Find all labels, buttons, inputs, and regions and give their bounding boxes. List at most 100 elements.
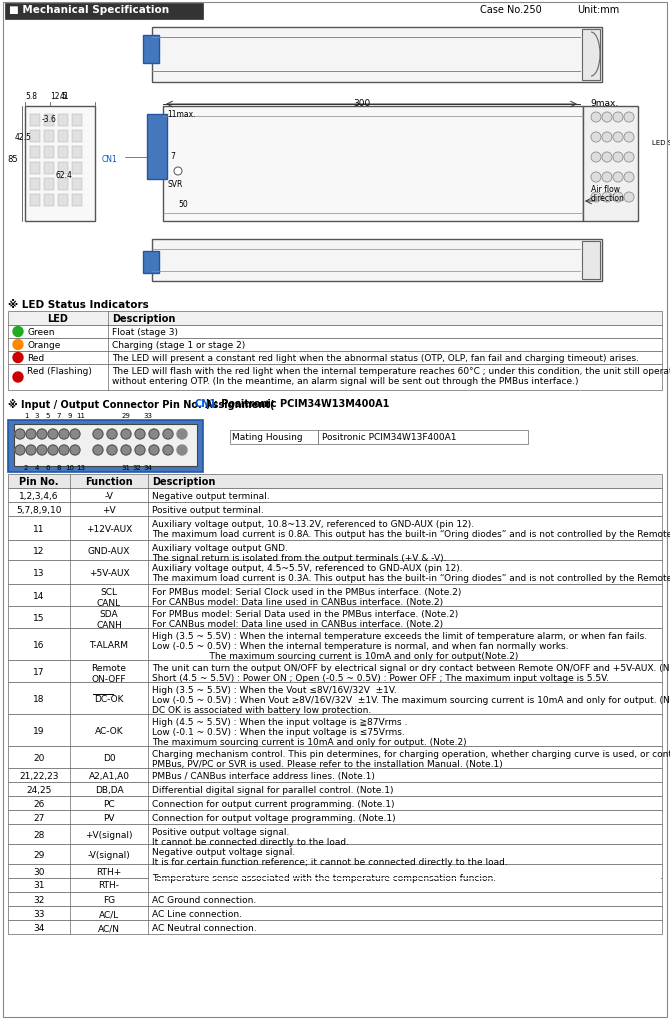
Text: For PMBus model: Serial Clock used in the PMBus interface. (Note.2): For PMBus model: Serial Clock used in th… <box>152 587 462 596</box>
Text: Orange: Orange <box>27 340 60 350</box>
Bar <box>583 107 638 222</box>
Circle shape <box>13 340 23 351</box>
Bar <box>152 28 602 83</box>
Text: LED: LED <box>48 314 68 324</box>
Circle shape <box>591 173 601 182</box>
Text: -V: -V <box>105 492 113 501</box>
Text: 3: 3 <box>35 413 40 419</box>
Text: 7: 7 <box>170 152 175 161</box>
Text: -3.6: -3.6 <box>42 115 57 124</box>
Text: 32: 32 <box>34 896 45 905</box>
Text: +12V-AUX: +12V-AUX <box>86 525 132 534</box>
Text: Pin No.: Pin No. <box>19 477 59 486</box>
Bar <box>8 768 662 783</box>
Text: CANL: CANL <box>97 598 121 607</box>
Text: 24,25: 24,25 <box>26 786 52 795</box>
Text: Low (-0.5 ~ 0.5V) : When the internal temperature is normal, and when fan normal: Low (-0.5 ~ 0.5V) : When the internal te… <box>152 641 569 650</box>
Text: Connection for output current programming. (Note.1): Connection for output current programmin… <box>152 799 395 808</box>
Bar <box>58 178 68 191</box>
Text: 26: 26 <box>34 800 45 809</box>
Text: 18: 18 <box>34 695 45 704</box>
Circle shape <box>602 173 612 182</box>
Circle shape <box>591 193 601 203</box>
Text: 1,2,3,4,6: 1,2,3,4,6 <box>19 492 59 501</box>
Text: The signal return is isolated from the output terminals (+V & -V).: The signal return is isolated from the o… <box>152 553 446 562</box>
Text: Green: Green <box>27 328 54 336</box>
Bar <box>8 660 662 683</box>
Text: 7: 7 <box>57 413 61 419</box>
Text: SCL: SCL <box>100 587 117 596</box>
Bar <box>72 195 82 207</box>
Bar <box>30 163 40 175</box>
Text: It is for certain function reference; it cannot be connected directly to the loa: It is for certain function reference; it… <box>152 857 508 866</box>
Text: The maximum sourcing current is 10mA and only for output. (Note.2): The maximum sourcing current is 10mA and… <box>152 738 466 746</box>
Text: 9: 9 <box>68 413 72 419</box>
Text: FG: FG <box>103 896 115 905</box>
Circle shape <box>624 173 634 182</box>
Text: 9max.: 9max. <box>590 99 618 108</box>
Text: 20: 20 <box>34 754 45 763</box>
Circle shape <box>177 445 187 455</box>
Text: The maximum sourcing current is 10mA and only for output(Note.2): The maximum sourcing current is 10mA and… <box>152 651 519 660</box>
Text: Short (4.5 ~ 5.5V) : Power ON ; Open (-0.5 ~ 0.5V) : Power OFF ; The maximum inp: Short (4.5 ~ 5.5V) : Power ON ; Open (-0… <box>152 674 609 683</box>
Circle shape <box>37 445 47 455</box>
Text: Low (-0.1 ~ 0.5V) : When the input voltage is ≤75Vrms.: Low (-0.1 ~ 0.5V) : When the input volta… <box>152 728 405 737</box>
Text: Connection for output voltage programming. (Note.1): Connection for output voltage programmin… <box>152 813 395 822</box>
Text: AC/L: AC/L <box>99 910 119 918</box>
Bar <box>230 431 318 444</box>
Bar <box>582 242 600 280</box>
Text: ※ LED Status Indicators: ※ LED Status Indicators <box>8 300 149 310</box>
Bar <box>30 130 40 143</box>
Text: 11: 11 <box>76 413 86 419</box>
Text: Low (-0.5 ~ 0.5V) : When Vout ≥8V/16V/32V  ±1V. The maximum sourcing current is : Low (-0.5 ~ 0.5V) : When Vout ≥8V/16V/32… <box>152 695 670 704</box>
Text: 42.5: 42.5 <box>15 133 32 143</box>
Text: 2: 2 <box>24 465 28 471</box>
Text: 50: 50 <box>178 200 188 209</box>
Bar <box>147 115 167 179</box>
Text: Positive output voltage signal.: Positive output voltage signal. <box>152 827 289 837</box>
Text: Auxiliary voltage output GND.: Auxiliary voltage output GND. <box>152 543 288 552</box>
Text: 10: 10 <box>66 465 74 471</box>
Text: It cannot be connected directly to the load.: It cannot be connected directly to the l… <box>152 838 349 846</box>
Text: Auxiliary voltage output, 10.8~13.2V, referenced to GND-AUX (pin 12).: Auxiliary voltage output, 10.8~13.2V, re… <box>152 520 474 529</box>
Bar <box>58 147 68 159</box>
Bar <box>8 714 662 746</box>
Text: 300: 300 <box>353 99 371 108</box>
Circle shape <box>93 430 103 439</box>
Text: Charging (stage 1 or stage 2): Charging (stage 1 or stage 2) <box>112 340 245 350</box>
Text: Description: Description <box>112 314 176 324</box>
Text: D0: D0 <box>103 754 115 763</box>
Text: For PMBus model: Serial Data used in the PMBus interface. (Note.2): For PMBus model: Serial Data used in the… <box>152 609 458 619</box>
Bar <box>8 517 662 540</box>
Text: 29: 29 <box>34 851 45 860</box>
Text: Remote: Remote <box>92 663 127 673</box>
Text: High (4.5 ~ 5.5V) : When the input voltage is ≧87Vrms .: High (4.5 ~ 5.5V) : When the input volta… <box>152 717 407 727</box>
Text: 1: 1 <box>23 413 28 419</box>
Text: ) : Positronic PCIM34W13M400A1: ) : Positronic PCIM34W13M400A1 <box>206 398 390 409</box>
Text: The LED will present a constant red light when the abnormal status (OTP, OLP, fa: The LED will present a constant red ligh… <box>112 354 639 363</box>
Bar <box>8 488 662 502</box>
Text: +5V-AUX: +5V-AUX <box>88 569 129 578</box>
Text: 31: 31 <box>34 880 45 890</box>
Bar <box>8 796 662 810</box>
Bar <box>8 629 662 660</box>
Text: Negative output voltage signal.: Negative output voltage signal. <box>152 847 295 856</box>
Text: 62.4: 62.4 <box>55 170 72 179</box>
Text: For CANBus model: Data line used in CANBus interface. (Note.2): For CANBus model: Data line used in CANB… <box>152 597 443 606</box>
Bar <box>72 115 82 127</box>
Circle shape <box>121 430 131 439</box>
Circle shape <box>624 132 634 143</box>
Text: Positronic PCIM34W13F400A1: Positronic PCIM34W13F400A1 <box>322 433 456 441</box>
Circle shape <box>613 193 623 203</box>
Text: Description: Description <box>152 477 215 486</box>
Bar <box>8 475 662 488</box>
Circle shape <box>70 430 80 439</box>
Text: 85: 85 <box>7 155 17 164</box>
Text: 30: 30 <box>34 867 45 876</box>
Circle shape <box>37 430 47 439</box>
Bar <box>14 425 197 467</box>
Bar <box>8 906 662 920</box>
Text: 27: 27 <box>34 814 45 822</box>
Text: 4: 4 <box>35 465 39 471</box>
Circle shape <box>149 430 159 439</box>
